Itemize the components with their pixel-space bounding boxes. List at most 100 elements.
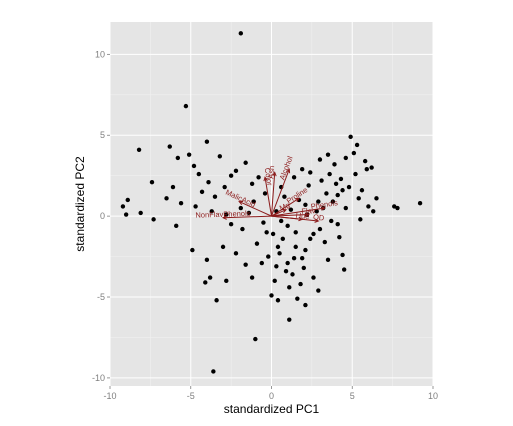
scatter-point	[374, 196, 379, 201]
scatter-point	[327, 171, 332, 177]
scatter-point	[246, 210, 252, 216]
arrow-head	[272, 171, 277, 177]
scatter-point	[243, 160, 248, 165]
scatter-point	[353, 171, 358, 177]
scatter-point	[371, 209, 376, 214]
scatter-point	[348, 134, 353, 140]
arrow-label: Phenols	[310, 198, 338, 211]
scatter-point	[287, 285, 292, 290]
scatter-point	[224, 278, 229, 284]
loading-arrow	[271, 197, 300, 217]
scatter-point	[303, 202, 308, 208]
loading-arrow	[223, 215, 272, 219]
scatter-point	[206, 179, 211, 185]
scatter-point	[278, 218, 284, 224]
scatter-point	[204, 257, 210, 263]
scatter-point	[120, 204, 126, 209]
arrow-label: Flav	[301, 206, 316, 216]
arrow-head	[263, 176, 268, 182]
scatter-point	[343, 205, 348, 211]
scatter-point	[299, 167, 305, 172]
scatter-point	[311, 275, 316, 280]
arrow-label: NonFlavPhenols	[195, 209, 251, 220]
x-tick-label: 10	[428, 391, 438, 401]
scatter-point	[324, 191, 329, 196]
scatter-point	[203, 280, 208, 285]
scatter-point	[164, 196, 169, 201]
scatter-point	[228, 173, 234, 178]
arrow-head	[282, 209, 288, 214]
scatter-point	[351, 150, 357, 156]
scatter-point	[233, 168, 239, 174]
loading-arrow	[271, 172, 276, 217]
scatter-point	[275, 244, 281, 250]
scatter-point	[299, 255, 305, 261]
scatter-point	[217, 154, 223, 159]
scatter-point	[136, 147, 142, 153]
scatter-point	[317, 226, 323, 232]
scatter-point	[283, 268, 289, 274]
loading-arrow	[271, 214, 309, 217]
scatter-point	[175, 155, 181, 161]
arrow-label: OD	[313, 212, 326, 222]
scatter-point	[233, 251, 239, 256]
scatter-point	[335, 192, 340, 198]
scatter-point	[204, 139, 210, 144]
scatter-point	[149, 179, 155, 185]
scatter-point	[362, 158, 368, 164]
scatter-point	[285, 260, 290, 266]
scatter-point	[186, 152, 192, 157]
x-axis-title: standardized PC1	[224, 402, 320, 416]
scatter-point	[290, 272, 295, 277]
scatter-point	[167, 144, 172, 149]
scatter-point	[256, 175, 261, 180]
loading-arrow	[271, 169, 290, 217]
scatter-point	[316, 199, 321, 204]
scatter-point	[301, 265, 306, 271]
scatter-point	[272, 278, 277, 284]
scatter-point	[261, 220, 266, 225]
scatter-point	[308, 236, 313, 241]
scatter-point	[314, 209, 319, 214]
arrow-head	[286, 168, 291, 174]
x-tick-label: 0	[269, 391, 274, 401]
scatter-point	[264, 230, 269, 235]
scatter-point	[151, 217, 156, 222]
scatter-point	[311, 231, 316, 237]
x-axis-ticks: -10 -5 0 5 10	[103, 386, 438, 401]
scatter-point	[337, 234, 342, 240]
scatter-point	[295, 296, 300, 301]
scatter-point	[191, 163, 197, 169]
scatter-point	[354, 142, 360, 148]
scatter-point	[335, 222, 340, 227]
arrow-label: Ash	[266, 165, 276, 179]
scatter-point	[343, 155, 348, 161]
data-points	[120, 31, 423, 374]
scatter-point	[193, 204, 198, 209]
scatter-point	[211, 369, 216, 374]
scatter-point	[288, 207, 294, 212]
scatter-point	[303, 302, 308, 308]
loading-arrow	[264, 177, 272, 217]
scatter-point	[266, 254, 271, 259]
scatter-point	[338, 176, 344, 182]
scatter-point	[317, 157, 323, 162]
y-tick-label: 10	[95, 49, 105, 59]
scatter-point	[293, 230, 298, 235]
loading-arrow	[271, 207, 325, 217]
scatter-point	[358, 217, 363, 222]
scatter-point	[207, 275, 213, 280]
arrow-head	[314, 218, 320, 223]
scatter-point	[125, 197, 130, 203]
scatter-point	[190, 247, 195, 253]
scatter-point	[356, 196, 361, 201]
arrow-head	[238, 200, 244, 205]
arrow-label: Color	[263, 167, 275, 187]
y-axis-ticks: -10 -5 0 5 10	[92, 49, 110, 383]
scatter-point	[395, 205, 400, 211]
scatter-point	[238, 31, 244, 36]
scatter-point	[138, 210, 143, 216]
scatter-point	[254, 241, 260, 246]
y-tick-label: 0	[100, 211, 105, 221]
scatter-point	[123, 212, 129, 217]
